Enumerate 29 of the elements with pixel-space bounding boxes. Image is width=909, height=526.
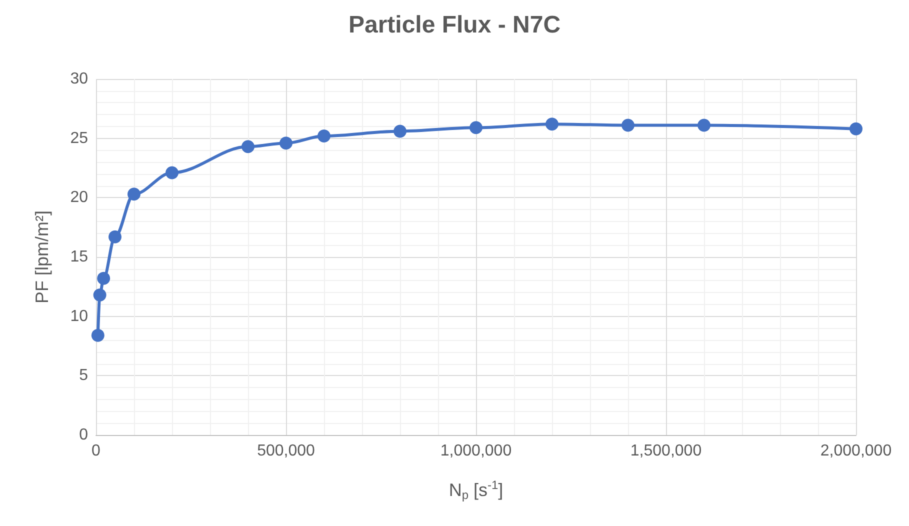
y-tick-label: 5 xyxy=(79,367,88,384)
point xyxy=(546,118,558,131)
chart-title: Particle Flux - N7C xyxy=(348,12,561,38)
x-tick-label: 500,000 xyxy=(257,442,316,460)
y-axis-title: PF [lpm/m²] xyxy=(32,210,52,304)
y-tick-label: 10 xyxy=(70,308,88,325)
point xyxy=(622,118,634,132)
point xyxy=(470,121,482,134)
point xyxy=(850,122,862,136)
x-tick-label: 1,500,000 xyxy=(630,442,702,460)
point xyxy=(128,188,140,201)
point xyxy=(280,136,292,150)
point xyxy=(97,272,110,285)
point xyxy=(91,328,104,342)
y-tick-label: 30 xyxy=(70,70,88,88)
y-tick-label: 25 xyxy=(70,130,88,147)
point xyxy=(394,124,406,138)
point xyxy=(318,129,330,142)
point xyxy=(166,166,178,180)
point xyxy=(698,118,710,132)
y-tick-label: 15 xyxy=(70,248,88,266)
x-tick-label: 0 xyxy=(92,442,101,460)
y-tick-label: 20 xyxy=(70,189,88,206)
y-tick-label: 0 xyxy=(79,426,88,444)
point xyxy=(108,230,122,244)
point xyxy=(242,140,254,154)
x-tick-label: 2,000,000 xyxy=(820,442,892,460)
point xyxy=(93,288,106,302)
x-tick-label: 1,000,000 xyxy=(440,442,512,460)
